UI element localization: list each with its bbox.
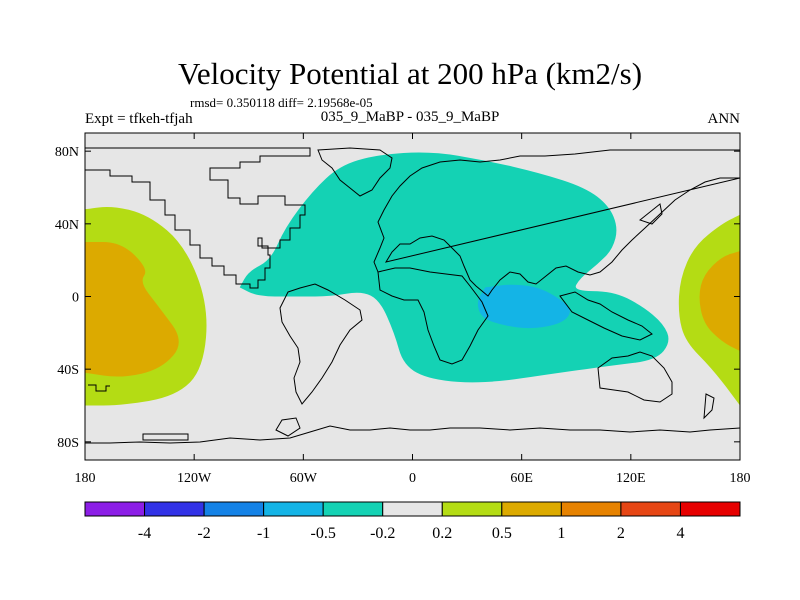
- colorbar-swatch: [560, 501, 622, 517]
- x-tick-label: 60E: [510, 471, 533, 486]
- colorbar-swatch: [144, 501, 205, 517]
- map-title: Velocity Potential at 200 hPa (km2/s): [178, 56, 642, 91]
- colorbar-label: 2: [617, 525, 625, 542]
- x-tick-label: 120W: [177, 471, 212, 486]
- colorbar-swatch: [322, 501, 384, 517]
- colorbar-swatch: [203, 501, 265, 517]
- y-tick-label: 0: [72, 291, 79, 306]
- contour-fill-layer: [85, 152, 740, 406]
- contour-region-1: [239, 152, 669, 383]
- greenland-coastline: [317, 147, 393, 197]
- season-label: ANN: [708, 111, 741, 127]
- colorbar-label: 0.2: [432, 525, 452, 542]
- colorbar-swatch: [263, 501, 324, 517]
- colorbar-label: -0.2: [370, 525, 395, 542]
- eurasia-coastline: [373, 149, 740, 297]
- y-tick-label: 40N: [55, 218, 79, 233]
- ice-shelf-coastline: [142, 433, 189, 441]
- contour-region-4: [85, 242, 179, 377]
- coastline-layer: [85, 147, 740, 444]
- contour-region-2: [477, 284, 570, 329]
- japan-coastline: [638, 203, 663, 225]
- map-ticks: 180 120W 60W 0 60E 120E 180 80N 40N 0 40S 80S: [55, 133, 751, 486]
- colorbar: -4 -2 -1 -0.5 -0.2 0.2 0.5 1 2 4: [84, 501, 741, 542]
- x-tick-label: 180: [75, 471, 96, 486]
- colorbar-label: 0.5: [492, 525, 512, 542]
- x-tick-label: 0: [409, 471, 416, 486]
- north-america-coastline: [85, 147, 311, 289]
- antarctica-coastline: [85, 425, 740, 444]
- y-tick-label: 40S: [57, 363, 79, 378]
- south-america-coastline: [279, 283, 363, 405]
- colorbar-label: 4: [676, 525, 684, 542]
- colorbar-swatch: [620, 501, 681, 517]
- africa-coastline: [377, 267, 489, 365]
- x-tick-label: 60W: [290, 471, 318, 486]
- colorbar-label: -2: [197, 525, 210, 542]
- x-tick-label: 180: [730, 471, 751, 486]
- colorbar-swatch: [382, 501, 443, 517]
- hawaii-islands-coastline: [88, 384, 110, 392]
- y-tick-label: 80N: [55, 145, 79, 160]
- stats-line: rmsd= 0.350118 diff= 2.19568e-05: [190, 95, 373, 110]
- australia-coastline: [597, 351, 673, 403]
- colorbar-swatch: [441, 501, 503, 517]
- maritime-continent-coastline: [559, 291, 653, 341]
- new-zealand-coastline: [703, 393, 715, 420]
- y-tick-label: 80S: [57, 436, 79, 451]
- colorbar-label: -4: [138, 525, 151, 542]
- x-tick-label: 120E: [616, 471, 646, 486]
- colorbar-label: -1: [257, 525, 270, 542]
- experiment-label: Expt = tfkeh-tfjah: [85, 111, 193, 127]
- colorbar-swatch: [679, 501, 741, 517]
- contour-region-6: [699, 251, 740, 351]
- antarctic-peninsula-coastline: [275, 417, 301, 437]
- map-panel: 180 120W 60W 0 60E 120E 180 80N 40N 0 40S 80S: [55, 132, 751, 486]
- colorbar-swatch: [84, 501, 146, 517]
- colorbar-swatch: [501, 501, 562, 517]
- case-comparison-label: 035_9_MaBP - 035_9_MaBP: [321, 109, 500, 125]
- colorbar-label: -0.5: [311, 525, 336, 542]
- colorbar-label: 1: [557, 525, 565, 542]
